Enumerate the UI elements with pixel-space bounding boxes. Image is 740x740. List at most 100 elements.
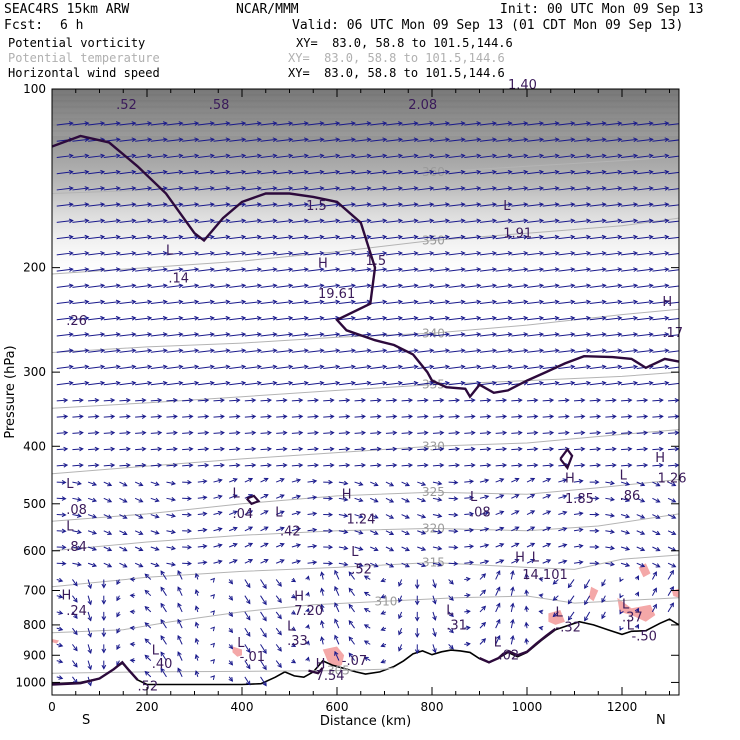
wind-arrow-head [445, 283, 450, 289]
wind-arrow [334, 602, 340, 613]
wind-arrow [432, 432, 444, 434]
wind-arrow [182, 138, 199, 142]
wind-arrow [385, 138, 402, 142]
wind-arrow-head [296, 494, 302, 500]
wind-arrow-head [523, 186, 529, 191]
wind-arrow [511, 268, 528, 272]
wind-arrow-head [351, 380, 356, 386]
hl-label: -.50 [632, 630, 657, 645]
wind-arrow [385, 366, 402, 369]
wind-arrow-head [138, 514, 144, 519]
wind-arrow [573, 366, 591, 369]
wind-arrow [584, 595, 591, 605]
hl-label: L [152, 644, 160, 659]
wind-arrow-head [282, 446, 288, 452]
wind-arrow-head [328, 528, 334, 534]
wind-arrow [338, 546, 348, 550]
wind-arrow [573, 138, 591, 142]
theta-contour [52, 308, 679, 353]
wind-arrow [573, 432, 585, 434]
wind-arrow [636, 268, 653, 272]
wind-arrow [573, 464, 585, 467]
wind-arrow [558, 252, 575, 256]
hl-label: L [275, 505, 283, 520]
wind-arrow-head [87, 616, 93, 622]
wind-arrow-head [546, 477, 552, 483]
wind-arrow [135, 122, 152, 126]
wind-arrow-head [329, 446, 335, 452]
wind-arrow [213, 203, 230, 207]
terrain-line [52, 618, 679, 686]
wind-arrow [620, 203, 638, 207]
wind-arrow-head [460, 283, 466, 289]
wind-arrow-head [432, 648, 437, 654]
wind-arrow-head [319, 137, 325, 143]
wind-arrow-head [470, 446, 476, 452]
wind-arrow [56, 122, 73, 126]
wind-arrow [334, 570, 340, 580]
wind-arrow [417, 122, 434, 126]
wind-arrow [103, 122, 120, 126]
wind-arrow-head [476, 218, 482, 224]
wind-arrow-head [449, 628, 454, 634]
wind-arrow-head [469, 560, 475, 566]
wind-arrow-head [499, 478, 505, 483]
wind-arrow [119, 268, 136, 272]
wind-arrow [307, 268, 324, 272]
wind-arrow [338, 415, 350, 418]
wind-arrow [260, 219, 277, 223]
wind-arrow [229, 399, 240, 402]
wind-arrow-head [282, 414, 288, 419]
wind-arrow [432, 399, 444, 402]
wind-arrow-head [228, 628, 234, 634]
wind-arrow-head [570, 299, 576, 305]
wind-arrow-head [408, 430, 414, 436]
wind-arrow [144, 654, 152, 661]
wind-arrow [495, 219, 512, 223]
wind-arrow [244, 236, 261, 240]
wind-arrow-head [633, 169, 639, 175]
wind-arrow [589, 219, 606, 223]
wind-arrow [260, 579, 267, 589]
wind-arrow [213, 495, 222, 499]
wind-arrow [260, 155, 277, 158]
wind-arrow-head [84, 169, 90, 175]
wind-arrow [291, 464, 303, 467]
wind-arrow [87, 611, 92, 621]
wind-arrow-head [162, 153, 168, 159]
wind-arrow-head [131, 202, 137, 207]
wind-arrow [495, 635, 501, 645]
wind-arrow [573, 252, 591, 256]
wind-arrow [103, 284, 120, 288]
wind-arrow [464, 203, 481, 207]
wind-arrow-head [530, 477, 536, 483]
wind-arrow [348, 604, 355, 613]
wind-arrow-head [523, 234, 529, 240]
wind-arrow-head [594, 512, 600, 517]
wind-arrow-head [610, 513, 615, 518]
wind-arrow [432, 464, 444, 467]
wind-arrow-head [263, 494, 269, 499]
wind-arrow [573, 317, 591, 321]
wind-arrow [182, 399, 193, 402]
wind-arrow [260, 284, 277, 288]
wind-arrow [432, 595, 436, 604]
wind-arrow [526, 236, 544, 240]
wind-arrow [668, 334, 679, 337]
wind-arrow [479, 544, 489, 548]
wind-arrow [589, 268, 606, 272]
wind-arrow [135, 301, 152, 305]
wind-arrow [103, 301, 120, 305]
wind-arrow [526, 155, 544, 158]
wind-arrow [338, 171, 355, 175]
wind-arrow-head [380, 577, 386, 583]
wind-arrow [432, 349, 450, 353]
wind-arrow-head [225, 380, 231, 386]
wind-arrow-head [319, 267, 325, 272]
wind-arrow-head [398, 234, 403, 240]
wind-arrow [620, 382, 638, 386]
wind-arrow-head [335, 121, 341, 126]
wind-arrow-head [329, 430, 335, 436]
wind-arrow [135, 349, 152, 353]
wind-arrow [526, 382, 544, 386]
